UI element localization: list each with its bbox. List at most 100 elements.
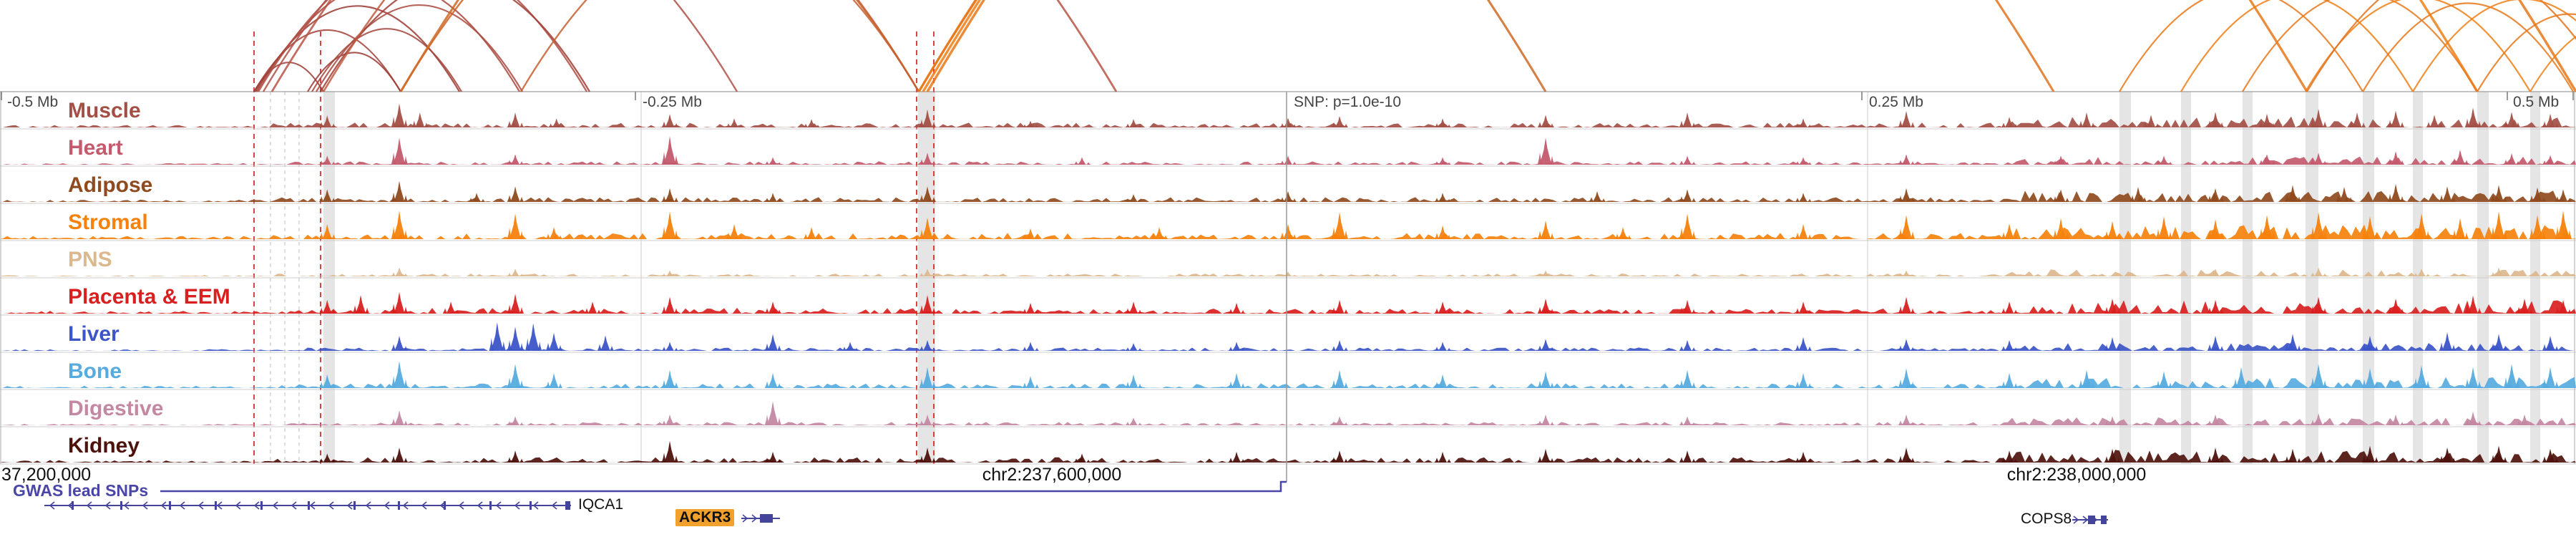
- signal-peak: [2426, 380, 2430, 388]
- track-label-bone[interactable]: Bone: [68, 359, 122, 383]
- gene-label-ackr3[interactable]: ACKR3: [675, 509, 735, 526]
- gene-label-iqca1[interactable]: IQCA1: [578, 496, 624, 513]
- signal-peak: [2207, 455, 2212, 463]
- signal-peak: [2014, 347, 2018, 351]
- track-label-placenta-eem[interactable]: Placenta & EEM: [68, 285, 230, 309]
- signal-peak: [1438, 374, 1448, 388]
- track-label-heart[interactable]: Heart: [68, 136, 123, 160]
- signal-peak: [1798, 301, 1808, 314]
- signal-peak: [1335, 299, 1345, 314]
- gene-strand-arrow: [309, 501, 316, 510]
- signal-peak: [2117, 346, 2121, 351]
- signal-peak: [519, 122, 524, 127]
- signal-peak: [2415, 213, 2428, 239]
- gene-exon: [444, 501, 446, 510]
- signal-peak: [919, 159, 924, 165]
- track-label-liver[interactable]: Liver: [68, 322, 119, 346]
- signal-peak: [2158, 216, 2170, 239]
- signal-peak: [777, 417, 781, 425]
- track-label-pns[interactable]: PNS: [68, 248, 112, 271]
- gene-exon: [489, 501, 492, 510]
- signal-peak: [2490, 455, 2496, 463]
- signal-peak: [2516, 379, 2520, 388]
- signal-peak: [1035, 347, 1039, 351]
- coordinate-label-chr2-238-000-000: chr2:238,000,000: [2006, 465, 2147, 485]
- track-label-muscle[interactable]: Muscle: [68, 99, 141, 122]
- signal-peak: [2207, 344, 2212, 351]
- signal-peak: [738, 124, 743, 127]
- gene-label-cops8[interactable]: COPS8: [2021, 511, 2072, 527]
- signal-peak: [674, 230, 678, 239]
- signal-peak: [1540, 221, 1551, 239]
- signal-peak: [1537, 122, 1543, 127]
- signal-peak: [1798, 337, 1808, 351]
- signal-peak: [2400, 122, 2404, 127]
- track-label-adipose[interactable]: Adipose: [68, 173, 153, 197]
- signal-peak: [537, 342, 542, 351]
- signal-peak: [1692, 309, 1696, 314]
- gene-strand-arrow: [216, 501, 223, 510]
- track-label-kidney[interactable]: Kidney: [68, 434, 140, 458]
- signal-peak: [1692, 382, 1696, 388]
- signal-peak: [442, 308, 448, 314]
- track-label-stromal[interactable]: Stromal: [68, 211, 148, 234]
- interaction-arc: [270, 0, 1118, 92]
- signal-peak: [507, 339, 512, 351]
- signal-peak: [2210, 336, 2220, 351]
- signal-peak: [2503, 230, 2507, 239]
- signal-peak: [2220, 274, 2224, 276]
- signal-peak: [415, 112, 425, 127]
- track-label-digestive[interactable]: Digestive: [68, 397, 164, 420]
- signal-peak: [1292, 198, 1297, 202]
- signal-peak: [2361, 379, 2367, 388]
- signal-peak: [2506, 364, 2517, 388]
- gene-exon: [215, 501, 217, 510]
- signal-peak: [424, 122, 429, 127]
- signal-peak: [1232, 342, 1241, 351]
- signal-peak: [2065, 232, 2069, 239]
- signal-peak: [1911, 347, 1915, 351]
- signal-peak: [2310, 159, 2316, 165]
- signal-peak: [661, 152, 667, 165]
- signal-peak: [1911, 458, 1915, 463]
- signal-peak: [509, 364, 521, 388]
- signal-peak: [1537, 231, 1543, 239]
- signal-peak: [2503, 120, 2509, 127]
- signal-peak: [661, 453, 667, 463]
- signal-peak: [2168, 382, 2172, 388]
- signal-peak: [932, 160, 936, 165]
- signal-peak: [319, 160, 324, 165]
- signal-peak: [393, 361, 406, 388]
- gene-strand-arrow: [551, 501, 557, 510]
- signal-peak: [509, 213, 522, 239]
- signal-peak: [2258, 228, 2264, 239]
- signal-peak: [919, 455, 924, 463]
- signal-peak: [1901, 296, 1911, 314]
- signal-peak: [1125, 308, 1131, 314]
- signal-peak: [1550, 309, 1554, 314]
- signal-peak: [1550, 458, 1554, 463]
- signal-peak: [2361, 455, 2367, 463]
- signal-peak: [1035, 384, 1039, 388]
- interaction-arc: [399, 0, 1547, 92]
- signal-peak: [932, 232, 936, 239]
- signal-peak: [1692, 422, 1696, 425]
- signal-peak: [1344, 123, 1348, 127]
- signal-peak: [1902, 154, 1911, 165]
- signal-peak: [391, 376, 396, 388]
- signal-peak: [2211, 268, 2220, 276]
- signal-peak: [2297, 458, 2301, 463]
- signal-peak: [1593, 190, 1601, 202]
- signal-peak: [2439, 342, 2444, 351]
- signal-peak: [597, 344, 602, 351]
- signal-peak: [1679, 457, 1684, 463]
- signal-peak: [2555, 381, 2559, 388]
- signal-peak: [2339, 187, 2349, 202]
- signal-peak: [2312, 212, 2325, 239]
- signal-peak: [1541, 371, 1551, 388]
- gene-strand-arrow: [253, 501, 260, 510]
- signal-peak: [1331, 421, 1337, 425]
- signal-peak: [2323, 230, 2327, 239]
- interaction-arc: [2306, 0, 2576, 92]
